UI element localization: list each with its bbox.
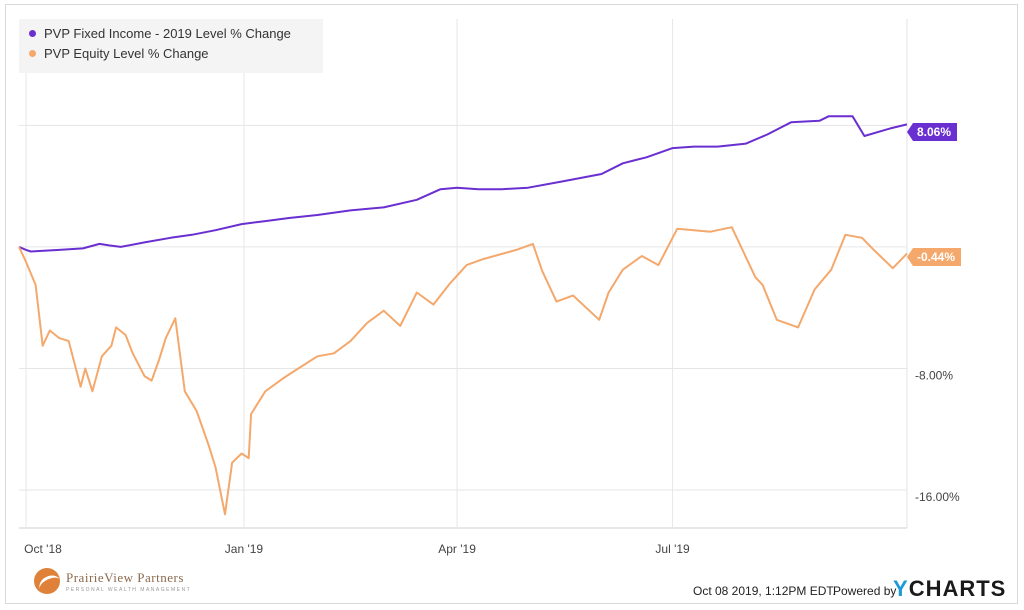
series-lines xyxy=(18,115,908,516)
x-tick-label: Jul '19 xyxy=(655,542,690,556)
legend-item-fixed-income[interactable]: PVP Fixed Income - 2019 Level % Change xyxy=(29,24,291,42)
series-line-equity xyxy=(18,226,908,516)
prairieview-logo-icon xyxy=(34,568,60,594)
x-axis-ticks: Oct '18 Jan '19 Apr '19 Jul '19 xyxy=(24,542,690,556)
y-tick-label: -16.00% xyxy=(915,490,960,504)
y-axis-ticks: 8.00%0.00%-8.00%-16.00% xyxy=(915,125,960,504)
gridlines xyxy=(19,19,908,529)
logo-tagline: PERSONAL WEALTH MANAGEMENT xyxy=(66,586,192,593)
chart-frame xyxy=(5,4,1018,604)
fixed-income-end-value-badge: 8.06% xyxy=(907,123,958,141)
ycharts-rest: CHARTS xyxy=(908,576,1007,601)
logo-wordmark: PrairieView Partners PERSONAL WEALTH MAN… xyxy=(66,570,191,593)
logo-name: PrairieView Partners xyxy=(66,569,184,585)
legend-item-equity[interactable]: PVP Equity Level % Change xyxy=(29,44,209,62)
legend-label: PVP Fixed Income - 2019 Level % Change xyxy=(44,25,291,41)
x-tick-label: Jan '19 xyxy=(225,542,264,556)
chart-timestamp: Oct 08 2019, 1:12PM EDT. xyxy=(693,584,836,598)
legend-dot-icon xyxy=(29,49,36,57)
x-tick-label: Oct '18 xyxy=(24,542,62,556)
x-tick-label: Apr '19 xyxy=(438,542,476,556)
ycharts-logo[interactable]: YCHARTS xyxy=(893,576,1006,602)
footer: PrairieView Partners PERSONAL WEALTH MAN… xyxy=(0,565,1024,610)
equity-end-value-badge: -0.44% xyxy=(907,248,962,266)
ycharts-y: Y xyxy=(893,576,909,601)
y-tick-label: -8.00% xyxy=(915,368,953,382)
powered-by-label: Powered by xyxy=(833,584,897,598)
legend-dot-icon xyxy=(29,29,36,37)
prairieview-logo[interactable]: PrairieView Partners PERSONAL WEALTH MAN… xyxy=(34,568,191,594)
series-line-fixed-income xyxy=(18,115,908,253)
legend-label: PVP Equity Level % Change xyxy=(44,45,209,61)
legend: PVP Fixed Income - 2019 Level % Change P… xyxy=(19,19,323,73)
